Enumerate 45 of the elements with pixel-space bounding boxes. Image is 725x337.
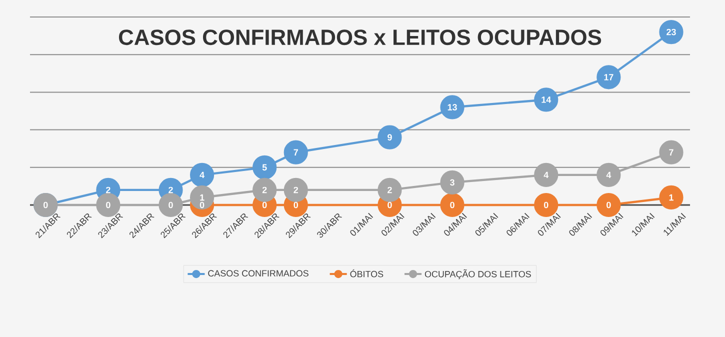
- data-label: 2: [262, 186, 267, 194]
- point: [378, 178, 402, 202]
- data-label: 0: [388, 202, 392, 208]
- data-label: 0: [200, 202, 204, 208]
- legend-label: OCUPAÇÃO DOS LEITOS: [424, 269, 531, 280]
- data-label: 0: [262, 202, 267, 208]
- point: [659, 185, 684, 210]
- point: [190, 162, 214, 187]
- data-label: 3: [450, 179, 454, 186]
- point: [440, 170, 464, 194]
- data-label: 14: [542, 96, 552, 103]
- data-label: 2: [106, 186, 110, 194]
- data-label: 2: [388, 186, 392, 194]
- point: [659, 140, 684, 164]
- data-label: 9: [388, 134, 392, 140]
- data-label: 17: [604, 74, 614, 80]
- data-label: 23: [666, 28, 676, 36]
- data-label: 7: [669, 149, 674, 156]
- point: [596, 162, 621, 187]
- data-label: 1: [669, 194, 674, 201]
- data-label: 4: [544, 172, 549, 178]
- data-label: 0: [168, 202, 173, 208]
- point: [252, 178, 277, 202]
- data-label: 1: [200, 194, 204, 201]
- legend-label: ÓBITOS: [350, 269, 384, 278]
- point: [252, 155, 277, 180]
- data-label: 7: [294, 149, 298, 156]
- data-label: 0: [44, 202, 48, 208]
- data-label: 4: [200, 172, 204, 178]
- point: [284, 178, 308, 202]
- data-label: 0: [450, 202, 454, 208]
- data-label: 0: [606, 202, 611, 208]
- data-label: 4: [606, 172, 612, 178]
- point: [284, 140, 308, 164]
- data-label: 0: [106, 202, 110, 208]
- legend-label: CASOS CONFIRMADOS: [208, 270, 308, 277]
- chart-title: CASOS CONFIRMADOS x LEITOS OCUPADOS: [118, 30, 602, 46]
- data-label: 2: [168, 186, 173, 194]
- point: [378, 125, 402, 150]
- point: [534, 162, 558, 187]
- data-label: 13: [448, 104, 457, 110]
- data-label: 2: [294, 186, 298, 194]
- data-label: 0: [294, 202, 298, 208]
- data-label: 5: [262, 164, 267, 171]
- data-label: 0: [544, 202, 548, 208]
